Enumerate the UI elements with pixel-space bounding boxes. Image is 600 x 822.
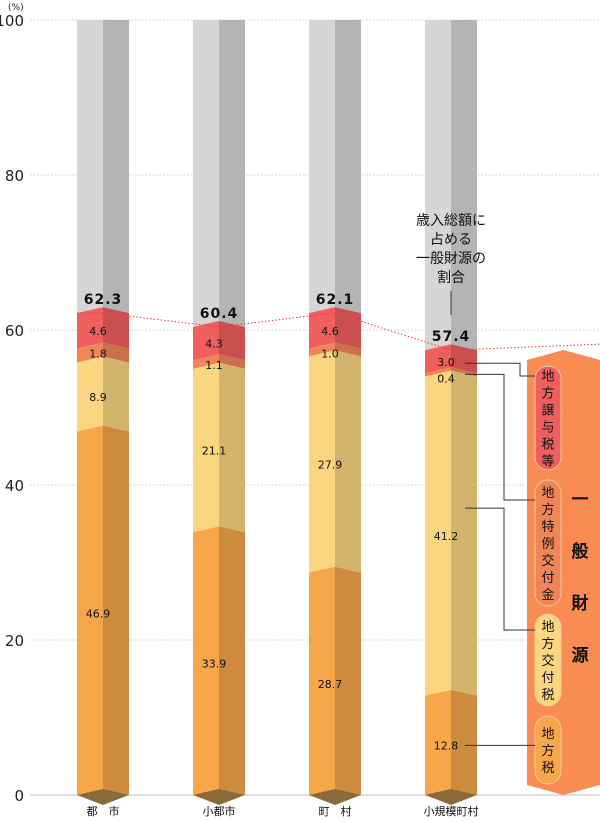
bar-segment-side <box>451 370 477 696</box>
bar-base <box>77 789 129 805</box>
y-unit-label: (%) <box>8 3 24 13</box>
bar-segment-side <box>335 350 361 573</box>
total-connector-line <box>77 312 600 351</box>
bar-segment-face <box>77 342 103 363</box>
bar-base <box>425 789 477 805</box>
bar-segment-face <box>425 344 451 374</box>
legend-label: 地方交付税 <box>541 620 554 703</box>
bar-segment-side <box>451 344 477 374</box>
data-label: 4.3 <box>205 338 223 351</box>
bar-segment-side <box>335 566 361 795</box>
leader-line <box>465 362 535 377</box>
bar-segment-face <box>309 566 335 795</box>
total-label: 62.3 <box>84 292 123 308</box>
y-tick-label: 60 <box>5 322 24 340</box>
bar-segment-side <box>103 425 129 795</box>
bar-segment-face <box>425 689 451 795</box>
legend-label: 地方譲与税等 <box>541 370 554 470</box>
bar-segment-face <box>77 306 103 349</box>
bar-segment-side <box>219 526 245 795</box>
bar-base <box>193 789 245 805</box>
total-label: 60.4 <box>200 306 239 322</box>
data-label: 8.9 <box>89 391 107 404</box>
y-tick-label: 40 <box>5 477 24 495</box>
data-label: 1.8 <box>89 348 107 361</box>
data-label: 4.6 <box>89 325 107 338</box>
leader-line <box>465 373 535 501</box>
legend-pill <box>534 715 562 785</box>
group-label-char: 一 <box>572 490 589 510</box>
legend-label: 地方特例交付金 <box>541 486 554 603</box>
total-label: 62.1 <box>316 292 355 308</box>
total-label: 57.4 <box>432 329 471 345</box>
bar-segment-face <box>193 526 219 795</box>
annotation-text: 歳入総額に <box>416 213 486 229</box>
category-label: 小都市 <box>203 804 236 818</box>
legend-pill <box>534 613 562 707</box>
bar-segment-side <box>219 320 245 361</box>
legend-pill <box>534 479 562 607</box>
bar-segment-face <box>309 306 335 349</box>
bar-segment-face <box>425 370 451 696</box>
bar-segment-side <box>103 342 129 363</box>
bar-remainder-face <box>425 20 451 351</box>
y-tick-label: 100 <box>0 12 24 30</box>
bar-segment-face <box>309 342 335 357</box>
data-label: 21.1 <box>202 445 227 458</box>
bar-remainder-side <box>103 20 129 313</box>
y-tick-label: 20 <box>5 632 24 650</box>
bar-remainder-face <box>309 20 335 313</box>
bar-segment-side <box>335 306 361 349</box>
leader-line <box>465 507 535 631</box>
category-label: 小規模町村 <box>424 804 479 818</box>
bar-remainder-face <box>77 20 103 313</box>
bar-segment-side <box>103 356 129 432</box>
data-label: 3.0 <box>437 356 455 369</box>
bar-segment-face <box>193 362 219 533</box>
bar-remainder-side <box>219 20 245 327</box>
bar-remainder-side <box>451 20 477 351</box>
bar-segment-face <box>309 350 335 573</box>
bar-segment-face <box>77 425 103 795</box>
y-tick-label: 80 <box>5 167 24 185</box>
bar-base <box>309 789 361 805</box>
data-label: 1.1 <box>205 359 223 372</box>
data-label: 4.6 <box>321 325 339 338</box>
legend-pill <box>534 365 562 471</box>
bar-segment-face <box>193 320 219 361</box>
category-label: 町 村 <box>319 804 352 818</box>
data-label: 27.9 <box>318 458 343 471</box>
annotation-text: 占める <box>430 232 472 248</box>
annotation-text: 一般財源の <box>416 251 486 267</box>
data-label: 28.7 <box>318 678 343 691</box>
data-label: 1.0 <box>321 348 339 361</box>
data-label: 41.2 <box>434 530 459 543</box>
data-label: 33.9 <box>202 658 227 671</box>
data-label: 46.9 <box>86 607 111 620</box>
bar-segment-face <box>193 354 219 369</box>
group-label-char: 財 <box>571 593 589 614</box>
bar-segment-side <box>335 342 361 357</box>
data-label: 12.8 <box>434 739 459 752</box>
category-label: 都 市 <box>87 804 120 818</box>
bar-remainder-side <box>335 20 361 313</box>
group-label-char: 源 <box>572 645 589 666</box>
bar-segment-face <box>425 367 451 377</box>
bar-remainder-face <box>193 20 219 327</box>
bar-segment-side <box>219 354 245 369</box>
annotation-text: 割合 <box>437 269 465 286</box>
group-label-char: 般 <box>572 541 589 562</box>
bar-segment-side <box>219 362 245 533</box>
bar-segment-side <box>103 306 129 349</box>
legend-label: 地方税 <box>541 727 554 776</box>
data-label: 0.4 <box>437 372 455 385</box>
bar-segment-face <box>77 356 103 432</box>
bar-segment-side <box>451 689 477 795</box>
y-tick-label: 0 <box>14 787 24 805</box>
